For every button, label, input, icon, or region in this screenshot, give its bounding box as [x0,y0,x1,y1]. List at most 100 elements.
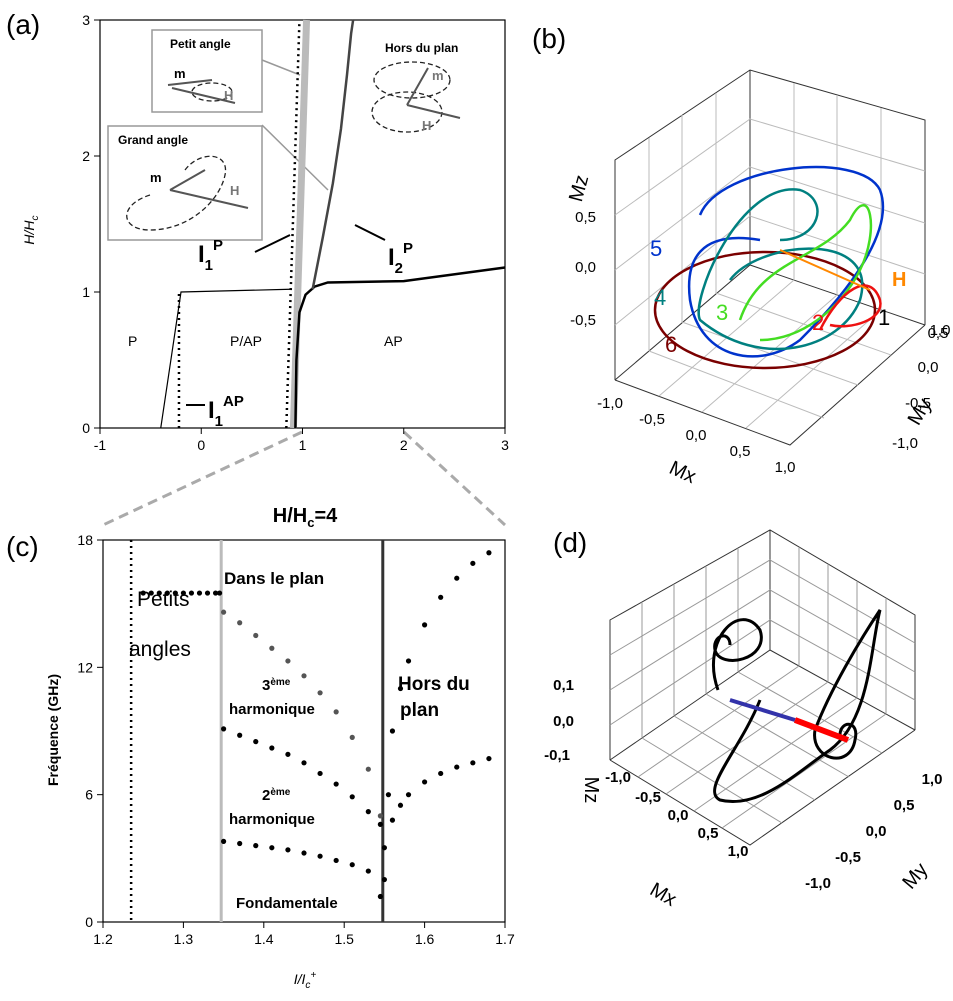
x-tick-label: 1.6 [415,931,435,947]
y-tick-label: -1,0 [805,875,831,892]
point [333,781,339,787]
trajectory [712,609,882,803]
x-axis-label: Mx [646,879,680,911]
pointer-line [261,59,329,191]
panel-label: (c) [6,531,39,562]
curve [294,266,506,429]
point [221,838,227,844]
vector-label: m [174,66,186,81]
annotation: 3ème [262,677,291,694]
y-tick-label: 0,0 [918,359,939,376]
point [333,857,339,864]
y-tick-label: -0,5 [905,395,931,412]
panel-a-annotations: (a) H/Hc Petit angle Grand angle Hors du… [6,9,507,527]
y-tick-label: 18 [77,532,93,548]
x-tick-label: 1.7 [495,931,515,947]
region-label: AP [384,333,403,349]
x-tick-label: 0,5 [730,443,751,460]
point [269,645,275,651]
x-tick-label: 1.2 [93,931,113,947]
point [422,622,428,628]
point [148,590,154,596]
annotation: angles [129,638,191,661]
point [164,590,170,596]
x-tick-label: 1.4 [254,931,274,947]
curve-label: H [892,269,906,291]
x-tick-label: 1,0 [775,459,796,476]
point [365,809,371,815]
x-tick-label: -1,0 [597,395,623,412]
point [212,590,219,596]
y-tick-label: 2 [82,148,90,164]
point [269,845,275,851]
panel-label: (d) [553,527,587,558]
point [349,862,355,868]
vector-label: H [422,118,431,133]
annotation: Hors du [398,674,470,695]
y-tick-label: 0,5 [894,797,915,814]
y-tick-label: 12 [77,659,93,675]
annotation: 2ème [262,787,291,804]
y-axis-label: My [898,859,932,894]
point [301,760,307,766]
y-tick-label: 0 [82,420,90,436]
point [438,770,444,777]
point [285,751,291,757]
point [317,690,323,696]
curve-label: I2P [388,240,413,277]
curve-label: 5 [650,236,662,261]
x-tick-label: 0 [197,437,205,453]
panel-b: (b) 1 2 3 4 5 6 H [532,23,926,446]
point [156,590,162,596]
y-tick-label: -0,5 [835,849,861,866]
z-tick-label: 0,5 [575,209,596,226]
z-tick-label: 0,0 [553,713,574,730]
point [377,813,383,819]
curve-label: 6 [665,332,677,357]
x-tick-label: 0,0 [686,427,707,444]
zoom-line [102,430,507,527]
point [140,590,146,596]
inset-title: Petit angle [170,37,231,51]
panel-label: (b) [532,23,566,54]
annotation: harmonique [229,811,315,828]
point [389,817,396,823]
point [172,590,178,596]
inset-title: Hors du plan [385,41,458,55]
point [269,745,275,751]
y-tick-label: 1,0 [930,322,951,339]
box-3d [614,69,926,446]
x-tick-label: 0,0 [668,807,689,824]
point [365,766,371,772]
y-tick-label: 0,0 [866,823,887,840]
point [188,590,195,596]
y-tick-label: 0 [85,914,93,930]
curve [311,19,355,290]
x-tick-label: 1 [299,437,307,453]
point [486,755,492,762]
point [253,739,259,745]
point [381,845,387,851]
y-tick-label: 3 [82,12,90,28]
point [470,560,476,566]
point [405,792,412,798]
inset-box [151,29,263,113]
x-axis-label: Mx [666,457,699,488]
point [385,792,392,798]
point [397,685,404,692]
point [253,843,259,849]
x-tick-label: 3 [501,437,509,453]
point [180,590,186,596]
z-tick-label: 0,1 [553,677,574,694]
vector-label: m [150,170,162,185]
point [317,853,323,859]
annotation: Fondamentale [236,895,338,912]
annotation: harmonique [229,701,315,718]
point [349,794,355,800]
x-tick-label: -1,0 [605,769,631,786]
curve-label: 2 [812,310,824,335]
curve-label: 1 [878,305,890,330]
point [486,550,492,556]
curve [160,288,291,429]
